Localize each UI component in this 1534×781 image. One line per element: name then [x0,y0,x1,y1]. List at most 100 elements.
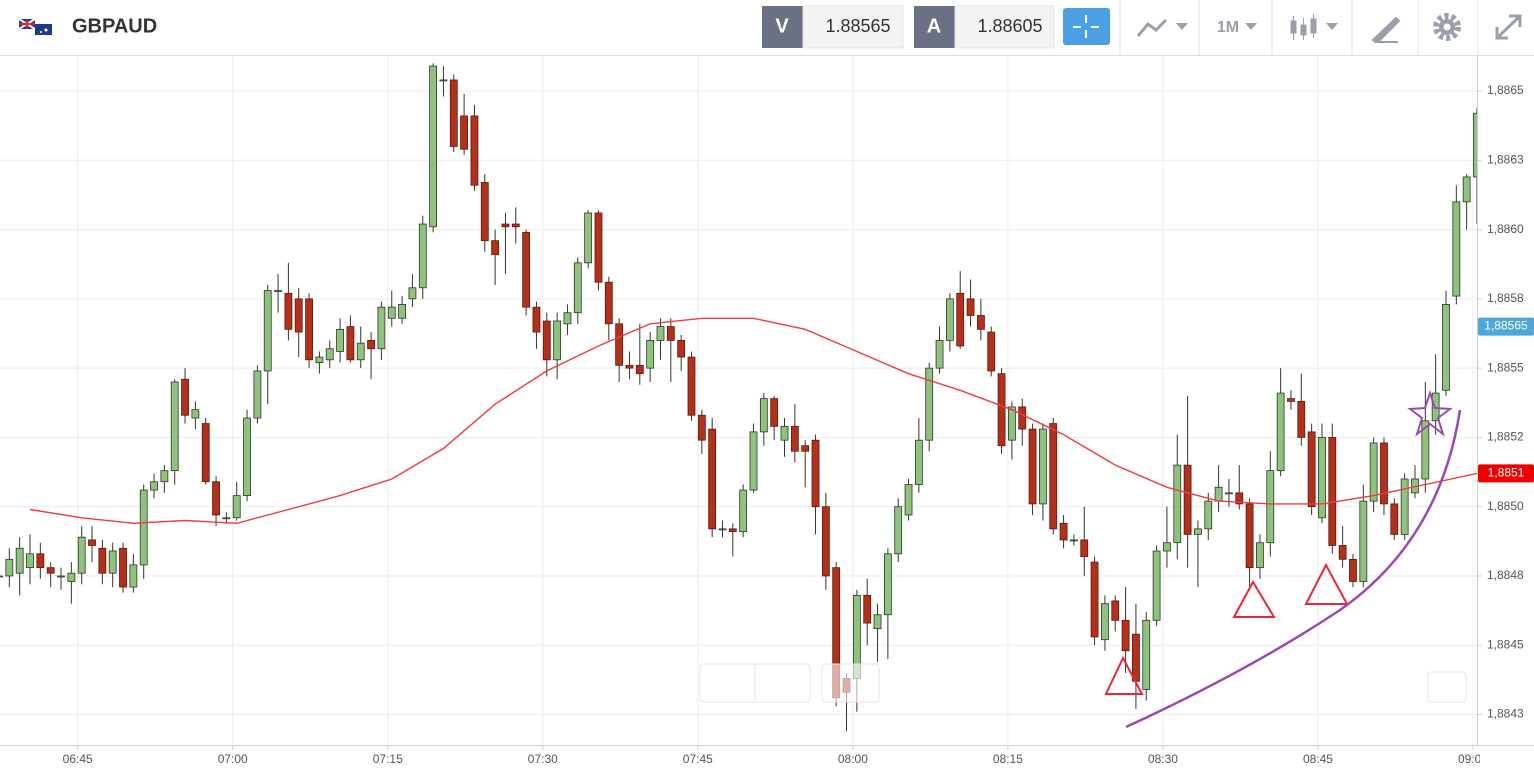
candle-body-up [656,326,665,341]
candle-body-up [129,564,138,588]
candle-body-down [181,378,189,416]
axes: 1,8843 1,8845 1,8848 1,8850 1,8852 1,8855 1,88… [77,83,1534,750]
annotations [1104,389,1462,729]
candle-body-up [873,614,882,630]
candle-body-down [212,481,220,516]
candle-body-down [119,547,127,588]
candle-body-down [811,439,820,508]
candle-body-up [222,517,231,520]
candle-body-up [1039,428,1047,505]
candle-body-up [935,340,944,369]
y-tick-label: 1,8860 [1487,222,1524,236]
x-tick-label: 06:45 [63,752,93,766]
candle-body-up [553,320,562,361]
candle-body-down [790,425,799,452]
ghost-controls [699,663,1467,703]
flag [18,18,52,35]
candle-body-up [243,417,251,497]
candle-body-down [1349,558,1357,582]
candle-body-up [646,340,655,369]
x-tick-labels: 06:45 07:00 07:15 07:30 07:45 08:00 08:15 08:30… [63,752,1488,766]
fullscreen-button[interactable] [1495,14,1522,40]
x-tick-label: 08:00 [838,752,868,766]
candle-body-up [0,575,3,578]
candle-body-up [718,528,727,531]
candle-body-up [1142,619,1151,690]
candle-body-down [1121,619,1130,652]
crosshair-button[interactable] [1063,8,1110,45]
candle-body-up [315,356,324,363]
candle-body-up [1452,201,1461,297]
candle-body-down [491,240,500,255]
candle-body-up [945,298,954,341]
candle-body-down [501,223,510,228]
candle-body-down [46,567,55,574]
chart-type-button[interactable] [1136,18,1188,37]
candle-body-up [160,470,169,483]
ask-button[interactable] [914,6,955,48]
candle-body-up [429,65,437,228]
candle-body-up [67,572,76,582]
candle-body-up [439,79,448,82]
candle-body-down [604,281,613,325]
x-tick-label: 09:00 [1458,752,1488,766]
candle-body-up [377,306,386,350]
candle-body-up [77,536,86,574]
bid-label: V [775,15,789,37]
chart: 1,8843 1,8845 1,8848 1,8850 1,8852 1,8855 1,88… [0,56,1534,766]
candle-body-down [1307,431,1316,508]
ask-box [954,5,1055,49]
timeframe-button[interactable]: 1M [1217,19,1239,36]
settings-button[interactable] [1433,13,1461,41]
candle-body-up [139,489,148,566]
candle-body-up [1369,442,1378,502]
y-tick-label: 1,8865 [1487,83,1524,97]
candle-body-up [1473,112,1477,178]
candle-body-up [274,290,282,292]
candle-body-up [170,381,179,472]
candle-body-up [1442,303,1450,391]
candle-body-down [542,320,551,361]
y-tick-label: 1,8848 [1487,568,1524,582]
candle-body-up [749,431,758,491]
x-tick-label: 07:30 [528,752,558,766]
candle-body-up [1152,550,1161,621]
candle-body-down [470,115,479,186]
candle-body-up [894,506,903,555]
candle-body-up [1163,542,1171,552]
candle-style-button[interactable] [1290,14,1338,40]
ask-price: 1.88605 [977,16,1042,36]
candle-body-down [997,373,1006,447]
candle-body-down [677,340,686,358]
candle-body-up [1101,603,1109,641]
candle-body-up [563,312,572,325]
candle-body-up [1214,486,1223,502]
candle-body-up [232,495,241,519]
candle-body-down [88,539,96,546]
x-tick-label: 07:45 [683,752,713,766]
plot-area [0,63,1477,732]
bid-button[interactable] [762,6,803,48]
candle-body-up [150,481,158,491]
candle-body-up [5,558,14,577]
drawing-tools-button[interactable] [1371,16,1401,44]
candle-body-up [584,212,593,264]
candle-body-up [1225,492,1233,495]
candle-body-down [594,212,603,283]
candle-body-up [1276,392,1285,472]
symbol: GBPAUD [72,15,157,37]
candle-body-up [759,398,768,433]
candle-body-up [15,547,24,574]
candle-body-up [1204,500,1213,530]
toolbar: GBPAUD V 1.88565 A 1.88605 1M [0,0,1534,56]
candle-body-down [1028,428,1037,505]
price-badge-label: 1,88565 [1484,319,1528,333]
candle-body-down [1390,503,1399,535]
candle-body-up [408,287,417,300]
candle-body-down [956,292,965,347]
y-tick-label: 1,8863 [1487,152,1524,166]
candle-body-down [687,356,696,416]
price-badge [1478,464,1534,483]
separators [1119,0,1479,55]
price-badge [1478,317,1534,336]
